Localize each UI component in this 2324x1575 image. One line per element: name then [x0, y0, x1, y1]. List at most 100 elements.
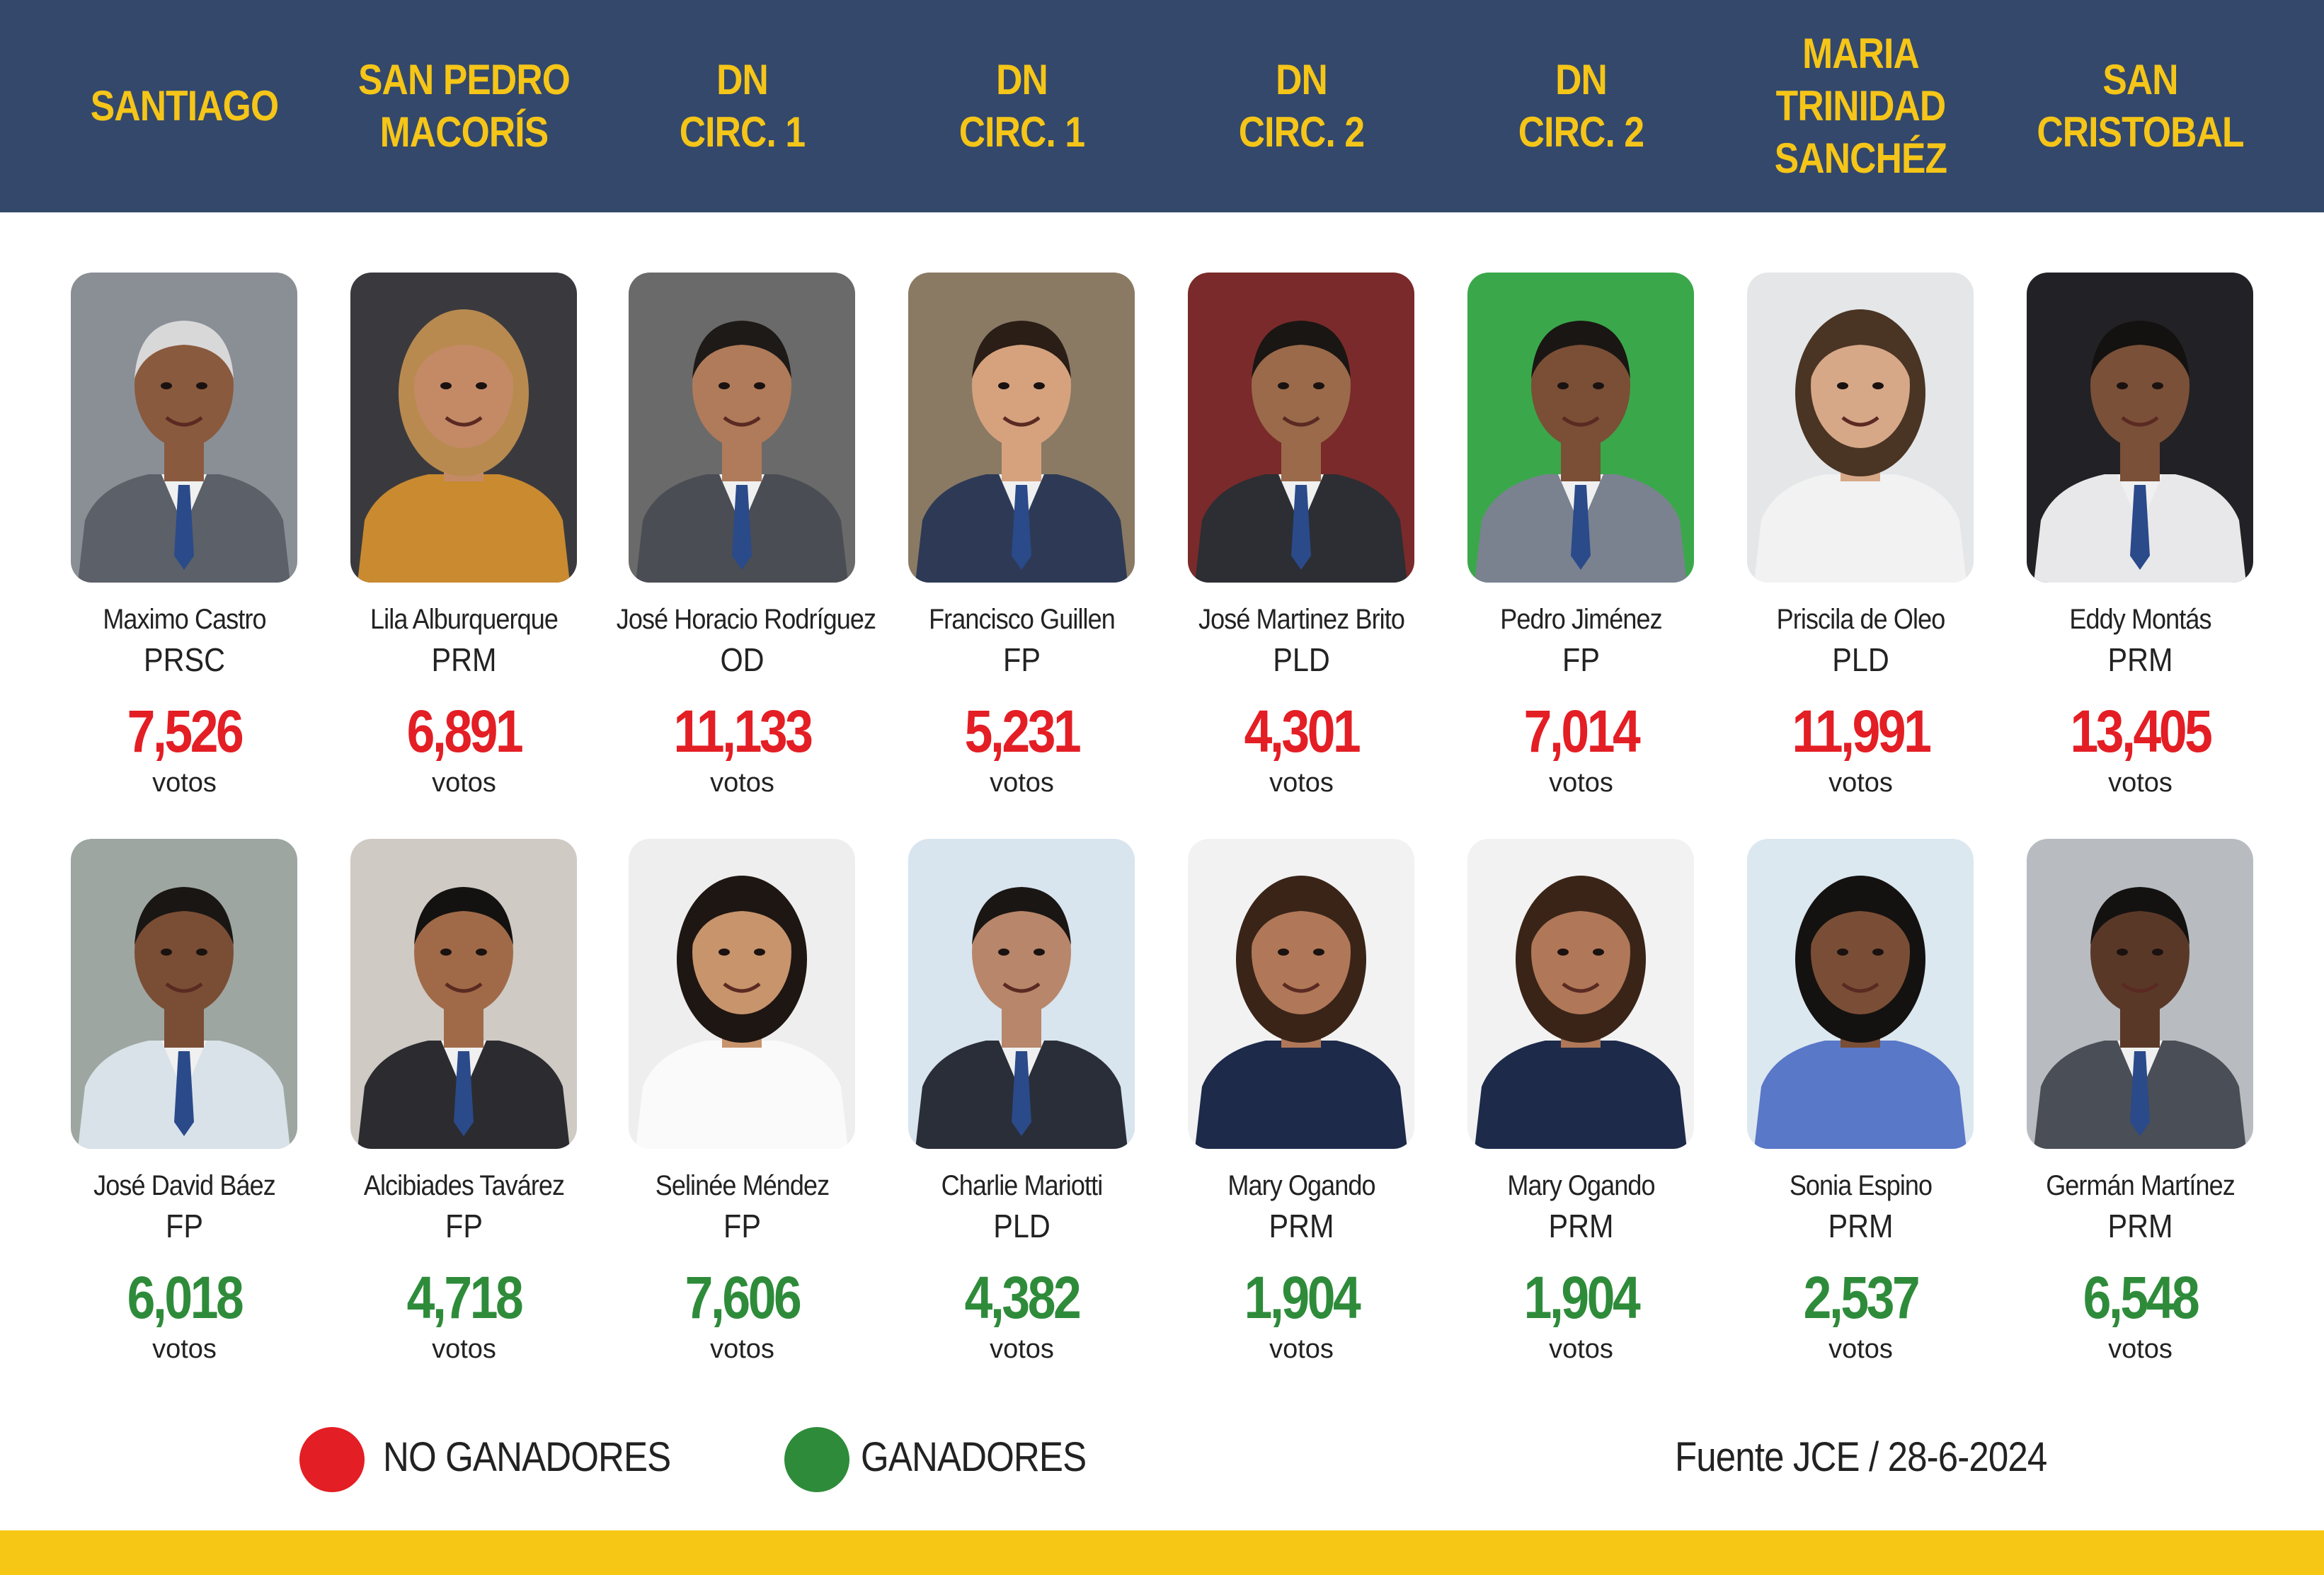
district-header-7: MARIA TRINIDAD SANCHÉZ [1741, 0, 1981, 212]
district-header-2: SAN PEDRO MACORÍS [344, 0, 585, 212]
candidate-votes: 1,904 [1244, 1264, 1361, 1331]
candidate-votes: 6,018 [127, 1264, 244, 1331]
candidate-photo [1188, 273, 1414, 583]
votes-label: votos [432, 1334, 496, 1364]
candidate-votes: 5,231 [964, 698, 1082, 764]
votes-label: votos [2108, 768, 2173, 798]
portrait-illustration [908, 273, 1135, 583]
candidate-name: Mary Ogando [1507, 1170, 1655, 1201]
district-header-3: DN CIRC. 1 [622, 0, 863, 212]
candidate-party: FP [166, 1208, 203, 1244]
votes-label: votos [1269, 768, 1334, 798]
votes-label: votos [152, 1334, 217, 1364]
candidate-name: Pedro Jiménez [1500, 604, 1662, 635]
candidate-votes: 11,991 [1792, 698, 1931, 764]
portrait-illustration [1188, 839, 1414, 1149]
winners-legend-label: GANADORES [861, 1434, 1087, 1480]
candidate-photo [71, 273, 297, 583]
candidate-votes: 4,718 [406, 1264, 524, 1331]
candidate-votes: 7,014 [1523, 698, 1641, 764]
footer-bar [0, 1530, 2324, 1575]
candidate-party: PLD [993, 1208, 1051, 1244]
candidate-votes: 4,382 [964, 1264, 1082, 1331]
candidate-party: PRM [1269, 1208, 1334, 1244]
district-header-label: DN CIRC. 1 [679, 56, 806, 156]
candidate-votes: 13,405 [2070, 698, 2213, 764]
portrait-illustration [71, 839, 297, 1149]
district-header-1: SANTIAGO [64, 0, 305, 212]
candidate-card: Pedro Jiménez FP 7,014 votos [1441, 273, 1721, 811]
district-header-5: DN CIRC. 2 [1181, 0, 1422, 212]
losers-legend-dot [299, 1427, 365, 1492]
candidate-photo [629, 839, 855, 1149]
votes-label: votos [1269, 1334, 1334, 1364]
candidate-votes: 11,133 [673, 698, 813, 764]
candidate-votes: 7,526 [127, 698, 244, 764]
candidate-party: PRM [1548, 1208, 1614, 1244]
candidate-party: PRM [2107, 1208, 2173, 1244]
candidate-photo [1747, 273, 1974, 583]
votes-label: votos [1549, 768, 1613, 798]
candidate-card: José Horacio Rodríguez OD 11,133 votos [602, 273, 882, 811]
portrait-illustration [2027, 839, 2253, 1149]
candidate-card: Eddy Montás PRM 13,405 votos [2000, 273, 2280, 811]
candidate-name: Lila Alburquerque [370, 604, 559, 635]
header-bar: SANTIAGO SAN PEDRO MACORÍS DN CIRC. 1 DN CI… [0, 0, 2324, 212]
votes-label: votos [990, 1334, 1054, 1364]
candidate-card: Maximo Castro PRSC 7,526 votos [45, 273, 324, 811]
candidate-name: Maximo Castro [103, 604, 266, 635]
candidate-party: FP [1562, 641, 1600, 678]
portrait-illustration [1188, 273, 1414, 583]
candidate-photo [1188, 839, 1414, 1149]
candidate-photo [71, 839, 297, 1149]
candidate-photo [908, 839, 1135, 1149]
district-header-6: DN CIRC. 2 [1461, 0, 1702, 212]
candidate-name: Priscila de Oleo [1776, 604, 1946, 635]
candidate-card: José Martinez Brito PLD 4,301 votos [1162, 273, 1441, 811]
candidate-card: Germán Martínez PRM 6,548 votos [2000, 839, 2280, 1377]
candidate-party: PRM [2107, 641, 2173, 678]
candidate-name: José Martinez Brito [1198, 604, 1405, 635]
candidate-photo [1467, 273, 1694, 583]
candidate-name: Francisco Guillen [929, 604, 1116, 635]
candidate-photo [350, 839, 577, 1149]
candidate-party: FP [1003, 641, 1041, 678]
portrait-illustration [350, 839, 577, 1149]
candidate-photo [2027, 273, 2253, 583]
candidate-card: Priscila de Oleo PLD 11,991 votos [1721, 273, 2000, 811]
candidate-card: Alcibiades Tavárez FP 4,718 votos [324, 839, 604, 1377]
portrait-illustration [629, 839, 855, 1149]
candidate-name: Charlie Mariotti [941, 1170, 1104, 1201]
candidate-votes: 6,891 [406, 698, 524, 764]
district-header-label: SANTIAGO [90, 82, 279, 130]
portrait-illustration [629, 273, 855, 583]
district-header-label: MARIA TRINIDAD SANCHÉZ [1774, 30, 1947, 182]
candidate-name: Selinée Méndez [655, 1170, 830, 1201]
candidate-card: José David Báez FP 6,018 votos [45, 839, 324, 1377]
candidate-photo [629, 273, 855, 583]
candidate-card: Lila Alburquerque PRM 6,891 votos [324, 273, 604, 811]
candidate-party: PLD [1832, 641, 1889, 678]
portrait-illustration [2027, 273, 2253, 583]
district-header-label: DN CIRC. 2 [1238, 56, 1365, 156]
district-header-label: SAN CRISTOBAL [2037, 56, 2244, 156]
candidate-votes: 6,548 [2083, 1264, 2200, 1331]
votes-label: votos [710, 1334, 774, 1364]
candidate-name: Eddy Montás [2069, 604, 2211, 635]
candidate-photo [350, 273, 577, 583]
candidate-card: Francisco Guillen FP 5,231 votos [882, 273, 1162, 811]
candidate-name: Sonia Espino [1789, 1170, 1933, 1201]
candidate-votes: 1,904 [1523, 1264, 1641, 1331]
portrait-illustration [71, 273, 297, 583]
candidate-card: Mary Ogando PRM 1,904 votos [1441, 839, 1721, 1377]
candidate-card: Selinée Méndez FP 7,606 votos [602, 839, 882, 1377]
district-header-4: DN CIRC. 1 [902, 0, 1143, 212]
losers-legend-label: NO GANADORES [383, 1434, 671, 1480]
candidate-name: Alcibiades Tavárez [363, 1170, 565, 1201]
district-header-label: DN CIRC. 1 [958, 56, 1085, 156]
district-header-8: SAN CRISTOBAL [2020, 0, 2261, 212]
candidate-party: PRM [1828, 1208, 1894, 1244]
portrait-illustration [908, 839, 1135, 1149]
candidate-party: FP [723, 1208, 761, 1244]
votes-label: votos [432, 768, 496, 798]
